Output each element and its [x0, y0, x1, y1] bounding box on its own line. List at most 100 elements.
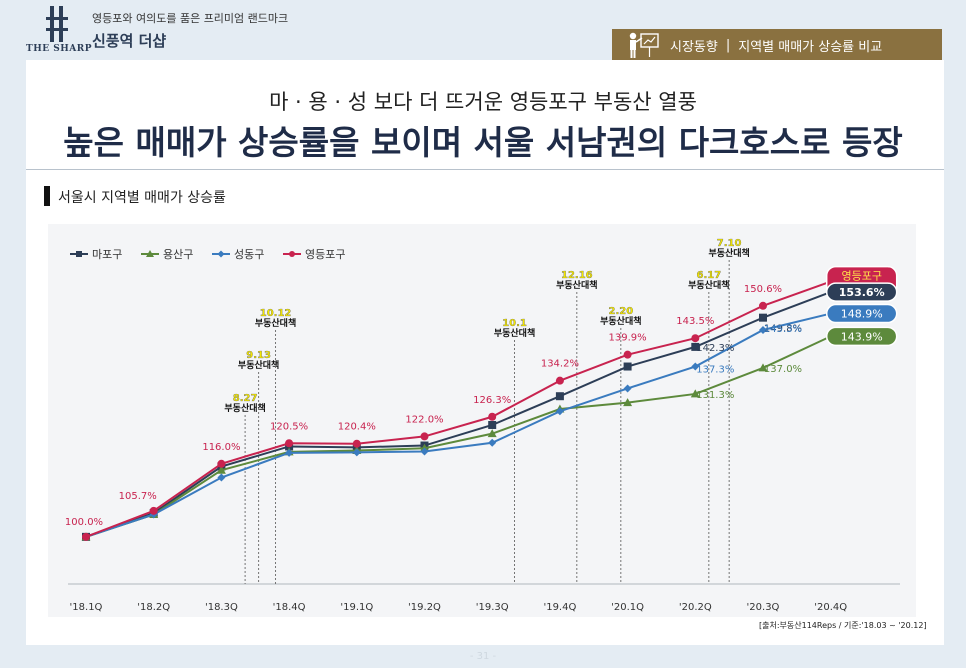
- logo: THE SHARP: [24, 4, 94, 58]
- slide-title: 높은 매매가 상승률을 보이며 서울 서남권의 다크호스로 등장: [63, 123, 903, 162]
- data-point: [285, 448, 294, 457]
- policy-event-date: 9.13: [246, 350, 271, 361]
- chart-area: '18.1Q '18.2Q '18.3Q '18.4Q '19.1Q '19.2Q '19.…: [48, 224, 916, 617]
- presenter-board-icon: [629, 32, 659, 58]
- series-line-seongdong: [85, 312, 831, 538]
- legend-marker: [289, 251, 295, 257]
- policy-event-label: 부동산대책: [600, 315, 641, 327]
- policy-event-label: 부동산대책: [238, 359, 279, 371]
- end-badge-value: 148.9%: [841, 308, 883, 321]
- data-point: [216, 465, 226, 474]
- data-label: 116.0%: [202, 442, 240, 453]
- end-badge-value: 143.9%: [841, 330, 883, 343]
- x-tick-label: '19.4Q: [543, 602, 576, 613]
- x-tick-label: '20.1Q: [611, 602, 644, 613]
- data-point: [149, 506, 158, 515]
- tagline: 영등포와 여의도를 품은 프리미엄 랜드마크: [92, 12, 289, 25]
- end-badge-pill: [825, 326, 898, 347]
- end-badge-value: 153.6%: [839, 286, 885, 299]
- data-label: 149.8%: [764, 324, 802, 335]
- x-tick-label: '20.4Q: [814, 602, 847, 613]
- data-point: [623, 398, 633, 407]
- legend-label: 마포구: [92, 248, 122, 261]
- series-line-yongsan: [85, 335, 832, 538]
- chart-caption: 서울시 지역별 매매가 상승률: [58, 190, 226, 206]
- policy-event-label: 부동산대책: [708, 247, 749, 259]
- data-point: [82, 532, 90, 541]
- policy-event-label: 부동산대책: [556, 279, 597, 291]
- legend-label: 성동구: [234, 248, 264, 261]
- x-tick-label: '18.2Q: [137, 602, 170, 613]
- data-point: [690, 389, 700, 398]
- data-point: [623, 350, 632, 359]
- end-badge-pill: [825, 282, 898, 302]
- legend-item-yeongdeungpo: 영등포구: [283, 248, 345, 261]
- data-label: 143.5%: [676, 316, 714, 327]
- series-line-yeongdeungpo: [85, 280, 832, 538]
- x-tick-label: '18.1Q: [70, 602, 103, 613]
- policy-event-date: 7.10: [717, 238, 742, 249]
- data-point: [758, 363, 768, 372]
- section-separator: |: [725, 37, 731, 53]
- data-label: 150.6%: [744, 284, 782, 295]
- data-label: 137.0%: [764, 364, 802, 375]
- data-label: 131.3%: [696, 390, 734, 401]
- end-badge-name: 영등포구: [841, 270, 881, 283]
- policy-event-label: 부동산대책: [224, 402, 265, 414]
- data-label: 145.3%: [764, 324, 802, 335]
- end-badge-yongsan: 143.9%: [825, 326, 898, 347]
- data-label: 120.5%: [270, 421, 308, 432]
- end-badge-seongdong: 148.9%: [825, 303, 898, 324]
- data-label: 122.0%: [405, 414, 443, 425]
- legend-marker: [146, 250, 154, 257]
- policy-event-label: 부동산대책: [255, 317, 296, 329]
- data-label: 105.7%: [119, 491, 157, 502]
- x-tick-label: '20.3Q: [747, 602, 780, 613]
- x-tick-label: '19.1Q: [340, 602, 373, 613]
- end-badge-pill: [825, 303, 898, 324]
- page-number: - 31 -: [469, 651, 497, 662]
- brand-name: 신풍역 더샵: [92, 32, 167, 50]
- data-label: 120.4%: [338, 422, 376, 433]
- data-point: [420, 432, 429, 441]
- sharp-logo-icon: [46, 6, 68, 42]
- data-point: [555, 407, 564, 416]
- x-tick-label: '18.4Q: [273, 602, 306, 613]
- policy-event-date: 10.1: [502, 318, 527, 329]
- policy-event-date: 6.17: [696, 270, 721, 281]
- legend-item-mapo: 마포구: [70, 248, 122, 261]
- title-divider: [26, 169, 944, 170]
- x-tick-label: '19.2Q: [408, 602, 441, 613]
- legend-marker: [76, 251, 82, 257]
- section-title: 시장동향: [670, 39, 718, 55]
- data-point: [759, 313, 767, 322]
- data-point: [217, 473, 226, 482]
- section-badge: 시장동향 | 지역별 매매가 상승률 비교: [612, 29, 942, 61]
- data-label: 134.2%: [541, 359, 579, 370]
- data-point: [420, 447, 429, 456]
- source-note: [출처:부동산114Reps / 기준:'18.03 ~ '20.12]: [759, 621, 927, 630]
- data-point: [623, 362, 632, 371]
- series-line-mapo: [85, 291, 832, 538]
- line-chart: '18.1Q '18.2Q '18.3Q '18.4Q '19.1Q '19.2Q '19.…: [65, 238, 900, 613]
- policy-event-date: 12.16: [561, 270, 593, 281]
- data-point: [352, 448, 361, 457]
- caption-marker: [44, 186, 50, 206]
- data-point: [691, 334, 700, 343]
- data-point: [285, 439, 294, 448]
- legend-item-yongsan: 용산구: [141, 248, 193, 261]
- legend-label: 영등포구: [305, 248, 345, 261]
- x-tick-label: '20.2Q: [679, 602, 712, 613]
- data-label: 137.3%: [696, 365, 734, 376]
- data-label: 142.3%: [696, 343, 734, 354]
- data-point: [759, 301, 767, 310]
- x-tick-label: '18.3Q: [205, 602, 238, 613]
- legend-item-seongdong: 성동구: [212, 248, 264, 261]
- data-point: [691, 362, 700, 371]
- data-point: [555, 392, 564, 401]
- policy-event-label: 부동산대책: [494, 327, 535, 339]
- data-label: 100.0%: [65, 517, 103, 528]
- data-point: [691, 342, 700, 351]
- data-point: [487, 429, 497, 438]
